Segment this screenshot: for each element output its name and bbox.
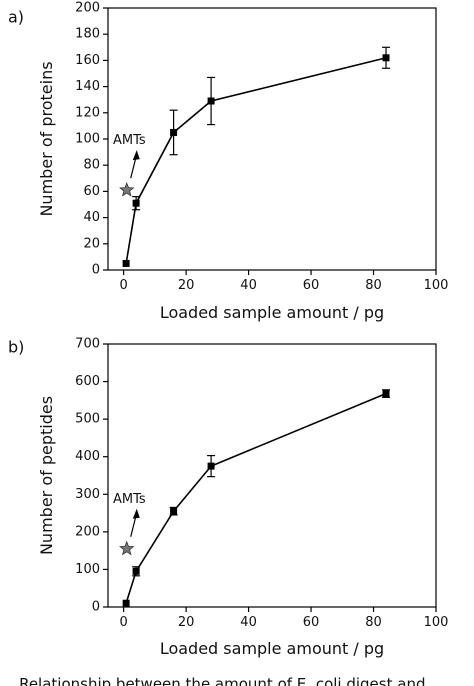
- panel-a-x-tick-label: 20: [178, 278, 195, 293]
- panel-a-x-tick-label: 100: [424, 278, 449, 293]
- panel-a-y-tick-label: 140: [75, 79, 100, 94]
- panel-a-x-tick-label: 0: [119, 278, 127, 293]
- panel-a-y-axis-label: Number of proteins: [37, 61, 56, 216]
- panel-a-amts-label: AMTs: [113, 133, 146, 148]
- panel-a-x-axis-label: Loaded sample amount / pg: [160, 303, 384, 322]
- panel-b-amts-label: AMTs: [113, 492, 146, 507]
- panel-a-y-tick-label: 100: [75, 132, 100, 147]
- panel-a-y-tick-label: 120: [75, 105, 100, 120]
- panel-a-y-tick-label: 60: [83, 184, 100, 199]
- panel-a-x-tick-label: 40: [240, 278, 257, 293]
- panel-a-y-tick-label: 180: [75, 27, 100, 42]
- panel-b-y-tick-label: 200: [75, 524, 100, 539]
- figure-caption: ... Relationship between the amount of E…: [0, 675, 426, 686]
- panel-b-y-tick-label: 300: [75, 487, 100, 502]
- panel-b-y-tick-label: 0: [92, 600, 100, 615]
- panel-a-data-point: [122, 259, 130, 267]
- panel-a-data-point: [170, 128, 178, 136]
- panel-b-x-tick-label: 0: [119, 615, 127, 630]
- panel-b-x-tick-label: 60: [303, 615, 320, 630]
- panel-a-x-tick-label: 80: [365, 278, 382, 293]
- panel-b-amts-arrowhead: [132, 508, 140, 519]
- panel-a-amts-star-marker: [119, 181, 135, 197]
- panel-a-label: a): [8, 8, 24, 27]
- panel-a-amts-arrowhead: [132, 150, 140, 161]
- panel-b-x-tick-label: 100: [424, 615, 449, 630]
- panel-b-amts-star-marker: [119, 540, 135, 556]
- panel-a-y-tick-label: 20: [83, 236, 100, 251]
- panel-b-label: b): [8, 338, 24, 357]
- panel-a-y-tick-label: 0: [92, 263, 100, 278]
- panel-b-data-point: [382, 390, 390, 398]
- panel-b-data-point: [132, 567, 140, 575]
- panel-a-y-tick-label: 40: [83, 210, 100, 225]
- panel-b-series-line: [125, 392, 387, 604]
- panel-b-y-tick-label: 100: [75, 562, 100, 577]
- panel-b-y-tick-label: 400: [75, 449, 100, 464]
- panel-a-y-tick-label: 200: [75, 1, 100, 16]
- panel-b-data-point: [170, 507, 178, 515]
- panel-b-y-tick-label: 500: [75, 412, 100, 427]
- panel-b-plot-frame: [107, 343, 437, 608]
- panel-a-y-tick-label: 80: [83, 158, 100, 173]
- panel-b-y-tick-label: 700: [75, 337, 100, 352]
- panel-b-y-tick-label: 600: [75, 374, 100, 389]
- panel-a-x-tick-label: 60: [303, 278, 320, 293]
- panel-a-data-point: [132, 199, 140, 207]
- panel-b-x-tick-label: 40: [240, 615, 257, 630]
- panel-b-x-axis-label: Loaded sample amount / pg: [160, 639, 384, 658]
- panel-b-y-axis-label: Number of peptides: [37, 396, 56, 555]
- panel-b-data-point: [122, 599, 130, 607]
- panel-b-data-point: [207, 462, 215, 470]
- panel-a-data-point: [207, 97, 215, 105]
- panel-b-x-tick-label: 80: [365, 615, 382, 630]
- panel-a-data-point: [382, 54, 390, 62]
- panel-a-series-line: [125, 57, 387, 264]
- panel-a-y-tick-label: 160: [75, 53, 100, 68]
- panel-b-x-tick-label: 20: [178, 615, 195, 630]
